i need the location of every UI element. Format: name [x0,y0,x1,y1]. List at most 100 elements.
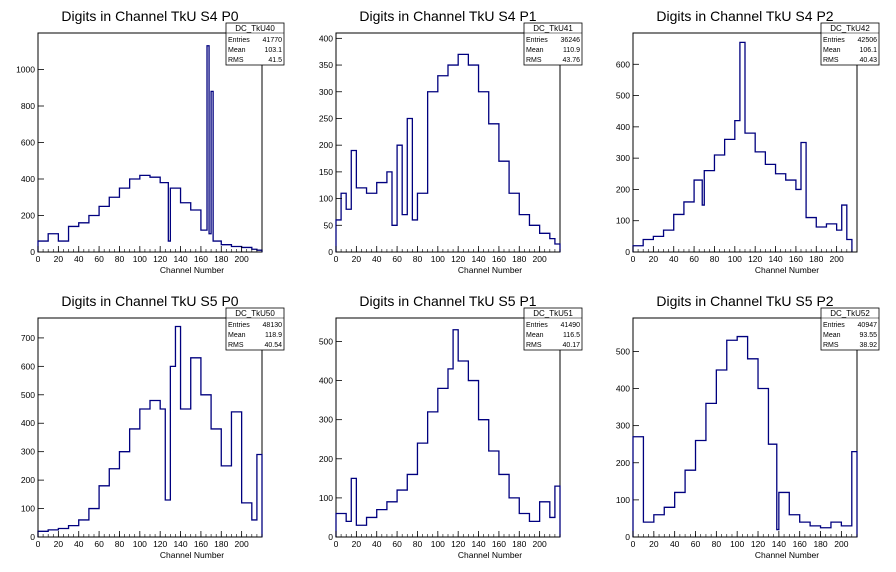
x-tick-label: 100 [133,539,147,549]
histogram-panel: Digits in Channel TkU S5 P1 0 20 40 60 80 100 1… [319,293,583,560]
y-tick-label: 200 [21,475,35,485]
y-tick-label: 500 [21,390,35,400]
stats-value: 42506 [858,37,878,44]
stats-box [820,307,880,351]
y-tick-label: 100 [616,216,630,226]
stats-box [523,307,583,351]
x-tick-label: 200 [533,254,547,264]
y-tick-label: 200 [616,184,630,194]
x-tick-label: 180 [214,254,228,264]
x-tick-label: 160 [492,254,506,264]
stats-value: 93.55 [859,332,877,339]
x-tick-label: 120 [451,539,465,549]
histogram-series [37,45,263,252]
x-tick-label: 200 [235,539,249,549]
x-tick-label: 120 [153,539,167,549]
y-tick-label: 200 [616,458,630,468]
chart-title: Digits in Channel TkU S4 P1 [359,8,536,24]
x-tick-label: 0 [36,539,41,549]
x-tick-label: 0 [631,539,636,549]
plot-frame [37,317,263,538]
y-tick-label: 0 [625,247,630,257]
stats-name: DC_TkU41 [533,24,573,33]
stats-value: 36246 [561,37,581,44]
histogram-series [335,53,561,252]
stats-box [523,22,583,66]
y-tick-label: 400 [319,376,333,386]
x-tick-label: 160 [194,254,208,264]
y-tick-label: 300 [616,153,630,163]
chart-title: Digits in Channel TkU S5 P2 [656,293,833,309]
stats-box [225,307,285,351]
x-tick-label: 120 [748,254,762,264]
x-axis-label: Channel Number [755,550,819,560]
y-tick-label: 700 [21,333,35,343]
x-tick-label: 20 [352,254,362,264]
stats-value: 38.92 [859,342,877,349]
y-tick-label: 400 [616,122,630,132]
x-tick-label: 60 [689,254,699,264]
stats-label: Mean [526,47,544,54]
y-tick-label: 100 [616,495,630,505]
stats-value: 40947 [858,322,878,329]
histogram-series [632,335,858,537]
stats-label: Mean [526,332,544,339]
stats-label: Mean [823,332,841,339]
x-tick-label: 0 [631,254,636,264]
y-tick-label: 0 [625,532,630,542]
x-tick-label: 160 [492,539,506,549]
x-tick-label: 140 [768,254,782,264]
stats-value: 40.54 [264,342,282,349]
stats-value: 103.1 [264,47,282,54]
stats-label: RMS [823,342,839,349]
x-tick-label: 120 [751,539,765,549]
x-tick-label: 80 [115,539,125,549]
histogram-panel: Digits in Channel TkU S5 P0 0 20 40 60 80 100 1… [21,293,285,560]
x-tick-label: 200 [235,254,249,264]
x-tick-label: 140 [173,539,187,549]
stats-name: DC_TkU40 [235,24,275,33]
x-tick-label: 20 [352,539,362,549]
x-tick-label: 100 [431,539,445,549]
y-tick-label: 500 [616,346,630,356]
x-tick-label: 40 [372,254,382,264]
x-tick-label: 0 [334,539,339,549]
x-tick-label: 80 [115,254,125,264]
x-tick-label: 80 [413,539,423,549]
stats-name: DC_TkU42 [830,24,870,33]
stats-box [225,22,285,66]
x-tick-label: 140 [471,539,485,549]
x-tick-label: 200 [533,539,547,549]
stats-value: 43.76 [562,57,580,64]
x-tick-label: 80 [712,539,722,549]
stats-label: Entries [228,322,250,329]
x-tick-label: 120 [451,254,465,264]
stats-name: DC_TkU51 [533,309,573,318]
x-tick-label: 160 [194,539,208,549]
y-tick-label: 400 [21,174,35,184]
y-tick-label: 100 [319,493,333,503]
x-tick-label: 180 [512,539,526,549]
stats-value: 110.9 [563,47,580,54]
stats-label: RMS [228,342,244,349]
y-tick-label: 400 [21,418,35,428]
x-tick-label: 100 [431,254,445,264]
stats-value: 41490 [561,322,581,329]
histogram-panel: Digits in Channel TkU S4 P0 0 20 40 60 80 100 1… [16,8,285,275]
x-tick-label: 20 [54,539,64,549]
stats-label: Entries [526,322,548,329]
x-tick-label: 200 [834,539,848,549]
x-axis-label: Channel Number [755,265,819,275]
y-tick-label: 50 [324,220,334,230]
y-tick-label: 300 [319,87,333,97]
x-tick-label: 100 [133,254,147,264]
chart-title: Digits in Channel TkU S5 P0 [61,293,238,309]
y-tick-label: 600 [616,59,630,69]
x-tick-label: 160 [789,254,803,264]
histogram-series [632,41,853,252]
y-tick-label: 200 [319,140,333,150]
y-tick-label: 400 [616,384,630,394]
chart-title: Digits in Channel TkU S4 P0 [61,8,238,24]
histogram-series [37,325,263,537]
